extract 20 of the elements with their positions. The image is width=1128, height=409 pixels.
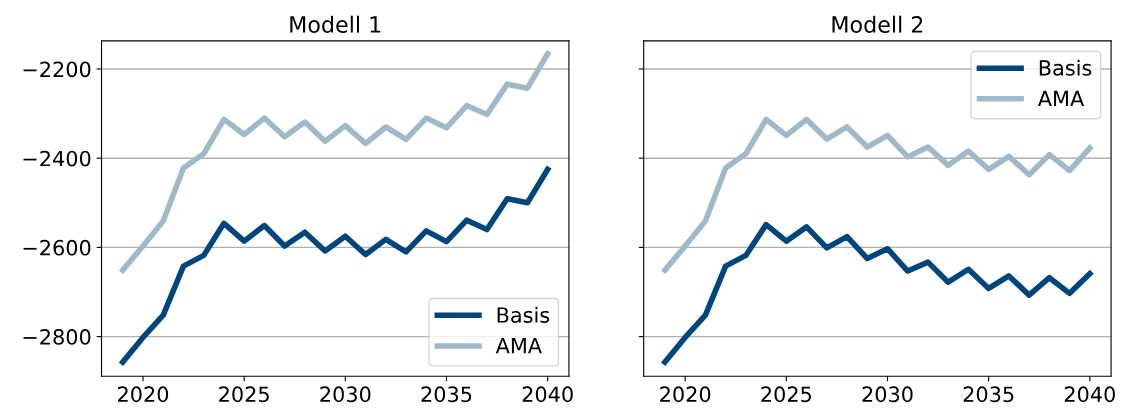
x-tick-label: 2020 (660, 386, 711, 403)
y-tick-label: −2600 (23, 239, 91, 256)
legend-label: AMA (495, 338, 542, 354)
y-tick-label: −2800 (23, 329, 91, 345)
x-tick-label: 2025 (761, 386, 812, 403)
chart-title: Modell 1 (290, 15, 381, 33)
x-tick-label: 2035 (963, 386, 1014, 403)
x-tick-label: 2035 (421, 386, 472, 403)
x-tick-label: 2025 (219, 386, 269, 403)
y-tick-label: −2400 (23, 150, 91, 167)
x-tick-label: 2030 (320, 386, 371, 403)
legend-label: Basis (497, 306, 550, 323)
legend-label: Basis (1039, 59, 1092, 76)
chart-title: Modell 2 (832, 15, 923, 33)
x-tick-label: 2020 (118, 386, 169, 403)
legend-label: AMA (1037, 90, 1085, 107)
x-tick-label: 2040 (522, 386, 573, 403)
y-tick-label: −2200 (23, 61, 91, 78)
x-tick-label: 2040 (1064, 386, 1115, 403)
x-tick-label: 2030 (862, 386, 913, 403)
